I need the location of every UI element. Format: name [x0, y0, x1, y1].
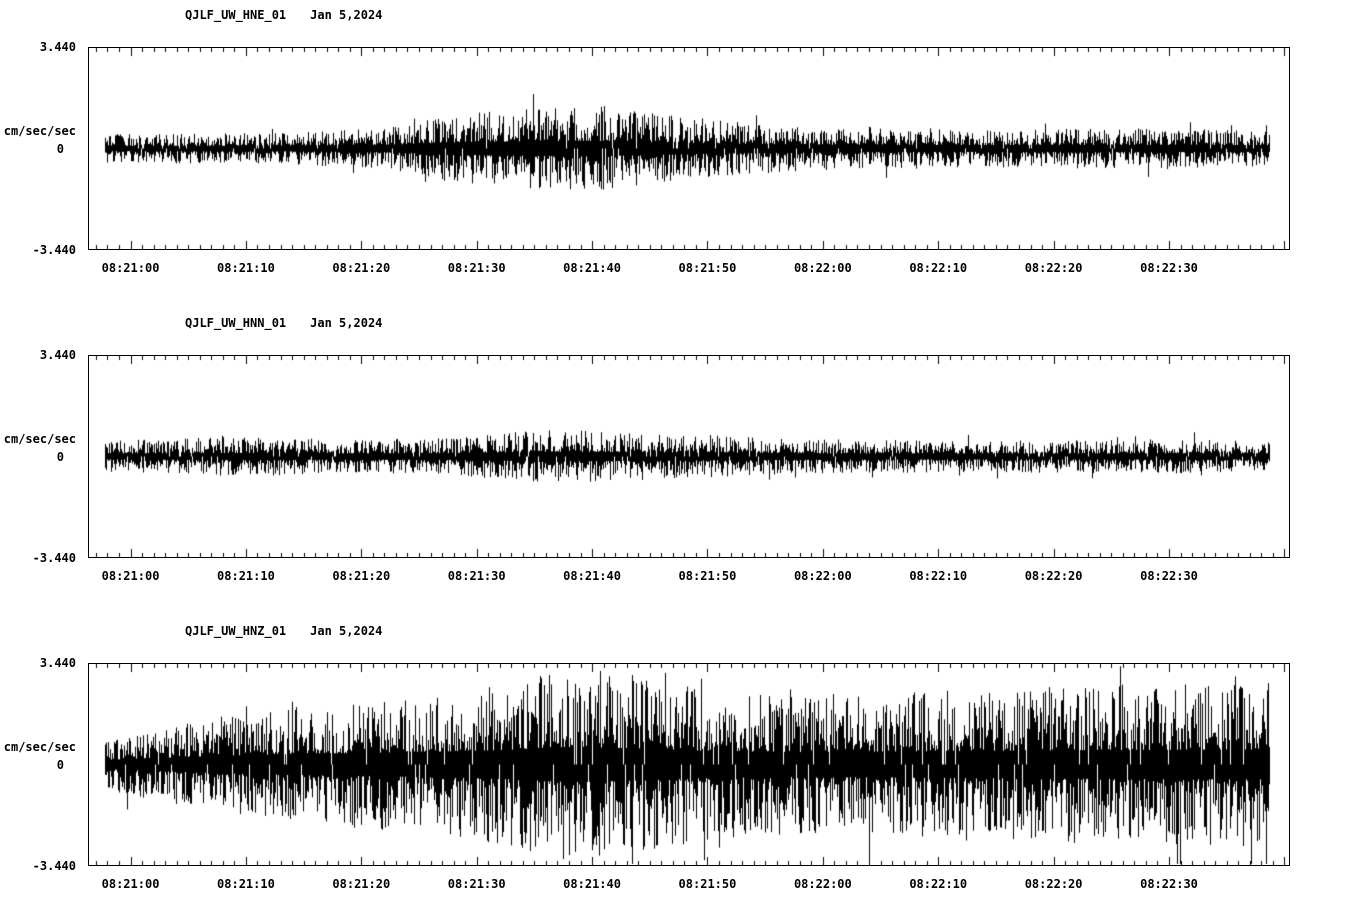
station-channel-label: QJLF_UW_HNN_01 [185, 316, 287, 330]
x-axis-tick-label: 08:21:40 [563, 569, 621, 583]
x-axis-tick-label: 08:21:00 [101, 569, 160, 583]
x-axis-tick-label: 08:22:20 [1024, 877, 1083, 891]
x-axis-tick-label: 08:21:40 [563, 261, 621, 275]
x-axis-tick-label: 08:22:20 [1024, 569, 1083, 583]
x-axis-labels: 08:21:00 08:21:10 08:21:20 08:21:30 08:21:40… [89, 261, 1289, 277]
trace-title: QJLF_UW_HNZ_01 Jan 5,2024 [185, 624, 382, 638]
station-channel-label: QJLF_UW_HNZ_01 [185, 624, 287, 638]
y-axis-max-label: 3.440 [39, 348, 76, 362]
y-axis-min-label: -3.440 [32, 243, 76, 257]
y-axis-max-label: 3.440 [39, 656, 76, 670]
x-axis-labels: 08:21:00 08:21:10 08:21:20 08:21:30 08:21:40… [89, 569, 1289, 585]
date-label: Jan 5,2024 [310, 316, 383, 330]
y-axis-zero-label: 0 [56, 142, 64, 156]
x-axis-tick-label: 08:21:10 [217, 877, 275, 891]
x-axis-tick-label: 08:21:30 [447, 877, 506, 891]
x-axis-tick-label: 08:21:20 [332, 569, 391, 583]
waveform-canvas [89, 664, 1289, 865]
y-axis-unit-label: cm/sec/sec [3, 740, 76, 754]
date-label: Jan 5,2024 [310, 624, 383, 638]
x-axis-tick-label: 08:21:50 [678, 877, 737, 891]
x-axis-tick-label: 08:21:00 [101, 261, 160, 275]
x-axis-labels: 08:21:00 08:21:10 08:21:20 08:21:30 08:21:40… [89, 877, 1289, 893]
y-axis-min-label: -3.440 [32, 859, 76, 873]
y-axis-min-label: -3.440 [32, 551, 76, 565]
station-channel-label: QJLF_UW_HNE_01 [185, 8, 287, 22]
x-axis-tick-label: 08:21:50 [678, 569, 737, 583]
seismogram-panel-hne: QJLF_UW_HNE_01 Jan 5,2024 3.440 cm/sec/s… [0, 0, 1358, 308]
x-axis-tick-label: 08:21:20 [332, 261, 391, 275]
date-label: Jan 5,2024 [310, 8, 383, 22]
waveform-plot-area [88, 355, 1290, 558]
y-axis-max-label: 3.440 [39, 40, 76, 54]
x-axis-tick-label: 08:22:10 [909, 569, 968, 583]
trace-title: QJLF_UW_HNE_01 Jan 5,2024 [185, 8, 382, 22]
x-axis-tick-label: 08:22:10 [909, 261, 968, 275]
x-axis-tick-label: 08:22:20 [1024, 261, 1083, 275]
x-axis-tick-label: 08:22:30 [1140, 877, 1198, 891]
x-axis-tick-label: 08:21:20 [332, 877, 391, 891]
x-axis-tick-label: 08:22:00 [793, 261, 852, 275]
y-axis-unit-label: cm/sec/sec [3, 432, 76, 446]
x-axis-tick-label: 08:22:10 [909, 877, 968, 891]
x-axis-tick-label: 08:21:10 [217, 569, 275, 583]
x-axis-tick-label: 08:21:40 [563, 877, 621, 891]
x-axis-tick-label: 08:21:00 [101, 877, 160, 891]
x-axis-tick-label: 08:21:10 [217, 261, 275, 275]
seismogram-panel-hnn: QJLF_UW_HNN_01 Jan 5,2024 3.440 cm/sec/s… [0, 308, 1358, 616]
x-axis-tick-label: 08:21:50 [678, 261, 737, 275]
x-axis-tick-label: 08:21:30 [447, 261, 506, 275]
y-axis-zero-label: 0 [56, 450, 64, 464]
x-axis-tick-label: 08:22:30 [1140, 261, 1198, 275]
waveform-plot-area [88, 47, 1290, 250]
trace-title: QJLF_UW_HNN_01 Jan 5,2024 [185, 316, 382, 330]
x-axis-tick-label: 08:22:00 [793, 877, 852, 891]
waveform-canvas [89, 48, 1289, 249]
x-axis-tick-label: 08:22:00 [793, 569, 852, 583]
y-axis-zero-label: 0 [56, 758, 64, 772]
x-axis-tick-label: 08:21:30 [447, 569, 506, 583]
waveform-canvas [89, 356, 1289, 557]
seismogram-panel-hnz: QJLF_UW_HNZ_01 Jan 5,2024 3.440 cm/sec/s… [0, 616, 1358, 924]
x-axis-tick-label: 08:22:30 [1140, 569, 1198, 583]
waveform-plot-area [88, 663, 1290, 866]
y-axis-unit-label: cm/sec/sec [3, 124, 76, 138]
